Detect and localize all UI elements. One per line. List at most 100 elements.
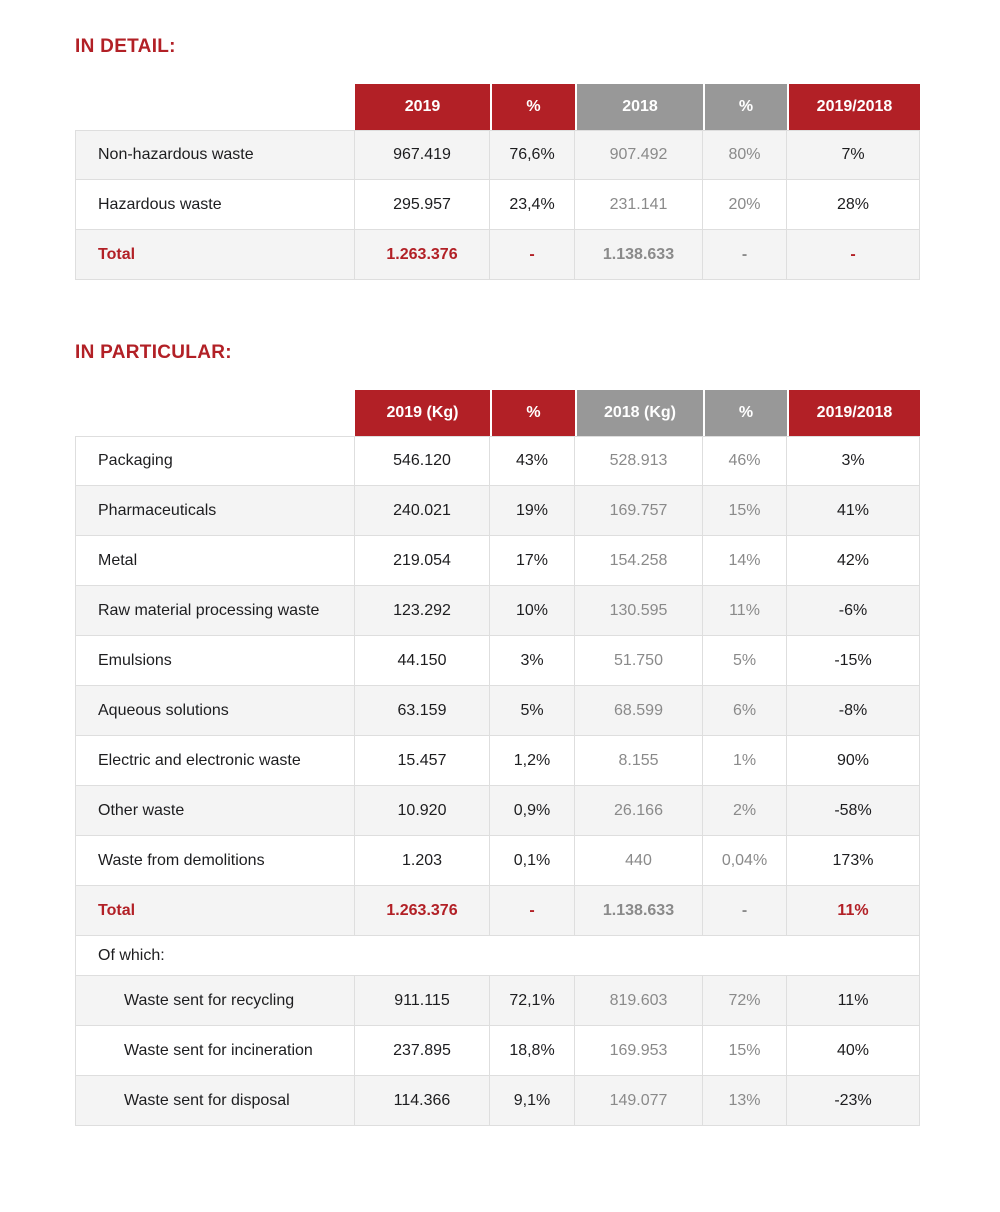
cell-2018-pct: 13% (703, 1076, 787, 1126)
cell-2018-pct: 5% (703, 636, 787, 686)
column-header-2019: 2019 (355, 84, 490, 130)
cell-2018-value: 819.603 (575, 976, 703, 1026)
cell-2019-value: 123.292 (355, 586, 490, 636)
cell-2019-pct: - (490, 886, 575, 936)
cell-2019-pct: 0,1% (490, 836, 575, 886)
column-header-2019-kg: 2019 (Kg) (355, 390, 490, 436)
cell-2019-pct: - (490, 230, 575, 280)
cell-2019-2018-delta: -58% (787, 786, 920, 836)
total-row: Total 1.263.376-1.138.633-11% (75, 886, 920, 936)
row-label: Non-hazardous waste (75, 130, 355, 180)
column-header-pct-2018: % (703, 390, 787, 436)
cell-2019-2018-delta: 90% (787, 736, 920, 786)
row-label: Emulsions (75, 636, 355, 686)
cell-2018-pct: 80% (703, 130, 787, 180)
cell-2018-value: 51.750 (575, 636, 703, 686)
cell-2018-value: 149.077 (575, 1076, 703, 1126)
column-header-pct-2018: % (703, 84, 787, 130)
row-label: Hazardous waste (75, 180, 355, 230)
cell-2019-value: 1.263.376 (355, 886, 490, 936)
row-label: Waste sent for recycling (75, 976, 355, 1026)
waste-detail-table: 2019% 2018% 2019/2018 Non-hazardous waste 96… (75, 84, 920, 280)
cell-2019-2018-delta: 40% (787, 1026, 920, 1076)
cell-2018-value: 169.953 (575, 1026, 703, 1076)
cell-2019-2018-delta: 11% (787, 976, 920, 1026)
table-header-row: 2019% 2018% 2019/2018 (75, 84, 920, 130)
cell-2019-pct: 5% (490, 686, 575, 736)
column-header-2019-2018: 2019/2018 (787, 390, 920, 436)
cell-2019-value: 1.203 (355, 836, 490, 886)
cell-2019-2018-delta: 3% (787, 436, 920, 486)
table-row: Aqueous solutions 63.159 5% 68.599 6% -8% (75, 686, 920, 736)
row-label: Packaging (75, 436, 355, 486)
cell-2018-pct: 1% (703, 736, 787, 786)
row-label: Metal (75, 536, 355, 586)
cell-2019-pct: 72,1% (490, 976, 575, 1026)
cell-2019-2018-delta: 42% (787, 536, 920, 586)
cell-2018-value: 231.141 (575, 180, 703, 230)
cell-2019-pct: 43% (490, 436, 575, 486)
cell-2019-pct: 3% (490, 636, 575, 686)
column-header-2018-kg: 2018 (Kg) (575, 390, 703, 436)
cell-2019-2018-delta: -6% (787, 586, 920, 636)
cell-2019-pct: 19% (490, 486, 575, 536)
table-row: Hazardous waste 295.957 23,4% 231.141 20% 28% (75, 180, 920, 230)
cell-2018-pct: 6% (703, 686, 787, 736)
cell-2018-value: 26.166 (575, 786, 703, 836)
section-label-row: Of which: (75, 936, 920, 976)
cell-2019-value: 1.263.376 (355, 230, 490, 280)
cell-2019-value: 10.920 (355, 786, 490, 836)
cell-2018-value: 907.492 (575, 130, 703, 180)
cell-2019-value: 219.054 (355, 536, 490, 586)
cell-2018-pct: 15% (703, 1026, 787, 1076)
cell-2019-value: 967.419 (355, 130, 490, 180)
table-row: Other waste 10.920 0,9% 26.166 2% -58% (75, 786, 920, 836)
section-title-in-detail: IN DETAIL: (75, 36, 176, 57)
cell-2019-pct: 9,1% (490, 1076, 575, 1126)
column-header-2019-2018: 2019/2018 (787, 84, 920, 130)
cell-2018-value: 68.599 (575, 686, 703, 736)
row-label: Pharmaceuticals (75, 486, 355, 536)
cell-2019-value: 237.895 (355, 1026, 490, 1076)
cell-2018-pct: 15% (703, 486, 787, 536)
column-header-pct-2019: % (490, 84, 575, 130)
total-row: Total 1.263.376-1.138.633- - (75, 230, 920, 280)
table-header-row: 2019 (Kg)% 2018 (Kg)% 2019/2018 (75, 390, 920, 436)
cell-2019-value: 240.021 (355, 486, 490, 536)
cell-2018-value: 440 (575, 836, 703, 886)
table-row: Packaging 546.120 43% 528.913 46% 3% (75, 436, 920, 486)
column-header-2018: 2018 (575, 84, 703, 130)
cell-2019-2018-delta: 28% (787, 180, 920, 230)
table-row: Electric and electronic waste 15.457 1,2% 8… (75, 736, 920, 786)
cell-2018-value: 528.913 (575, 436, 703, 486)
table-row: Waste sent for incineration 237.895 18,8% 1… (75, 1026, 920, 1076)
row-label: Total (75, 886, 355, 936)
column-header-pct-2019: % (490, 390, 575, 436)
cell-2019-pct: 23,4% (490, 180, 575, 230)
cell-2019-pct: 10% (490, 586, 575, 636)
section-in-detail: IN DETAIL: 2019% 2018% 2019/2018 Non-hazard… (75, 36, 1000, 280)
cell-2019-value: 911.115 (355, 976, 490, 1026)
table-row: Metal 219.054 17% 154.258 14% 42% (75, 536, 920, 586)
cell-2019-2018-delta: 7% (787, 130, 920, 180)
report-page: IN DETAIL: 2019% 2018% 2019/2018 Non-hazard… (75, 36, 1000, 1126)
cell-2019-2018-delta: -15% (787, 636, 920, 686)
cell-2018-pct: 11% (703, 586, 787, 636)
cell-2019-value: 295.957 (355, 180, 490, 230)
row-label: Other waste (75, 786, 355, 836)
cell-2018-value: 8.155 (575, 736, 703, 786)
row-label: Waste sent for incineration (75, 1026, 355, 1076)
row-label: Waste sent for disposal (75, 1076, 355, 1126)
table-row: Raw material processing waste 123.292 10% 1… (75, 586, 920, 636)
cell-2018-value: 154.258 (575, 536, 703, 586)
row-label: Aqueous solutions (75, 686, 355, 736)
cell-2018-pct: - (703, 230, 787, 280)
cell-2018-value: 1.138.633 (575, 230, 703, 280)
cell-2019-pct: 76,6% (490, 130, 575, 180)
section-title-in-particular: IN PARTICULAR: (75, 342, 232, 363)
table-row: Waste from demolitions 1.203 0,1% 440 0,04% 1… (75, 836, 920, 886)
column-header-row-header (75, 84, 355, 130)
cell-2019-2018-delta: - (787, 230, 920, 280)
cell-2019-value: 546.120 (355, 436, 490, 486)
cell-2019-2018-delta: 173% (787, 836, 920, 886)
